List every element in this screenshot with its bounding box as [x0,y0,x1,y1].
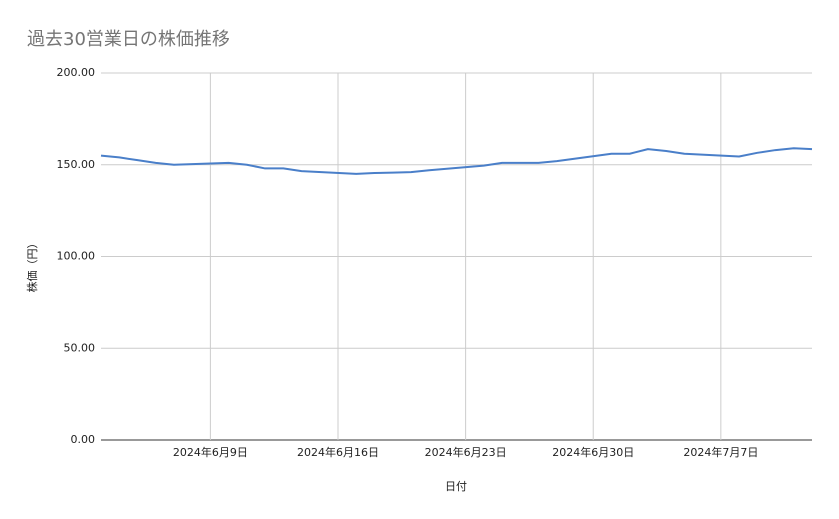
y-tick-label: 0.00 [71,433,96,446]
x-tick-label: 2024年7月7日 [683,445,758,459]
series-line [100,147,813,175]
x-tick-label: 2024年6月23日 [425,445,507,459]
x-axis-label: 日付 [445,480,467,493]
y-tick-label: 150.00 [57,158,96,171]
x-tick-label: 2024年6月16日 [297,445,379,459]
y-tick-label: 200.00 [57,66,96,79]
x-tick-label: 2024年6月30日 [552,445,634,459]
chart-title: 過去30営業日の株価推移 [27,29,230,50]
x-tick-label: 2024年6月9日 [173,445,248,459]
y-tick-label: 100.00 [57,250,96,263]
y-axis-label: 株価（円） [25,238,39,293]
y-tick-label: 50.00 [64,341,96,354]
